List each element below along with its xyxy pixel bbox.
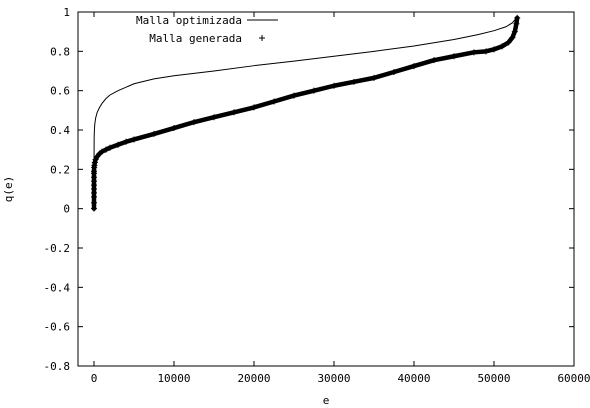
y-tick-label: 0.6 [50, 85, 70, 98]
data-point-malla-generada [191, 119, 197, 126]
y-tick-label: -0.4 [44, 281, 71, 294]
y-tick-label: 0.2 [50, 163, 70, 176]
data-point-malla-generada [251, 104, 257, 111]
data-point-malla-generada [513, 20, 520, 27]
data-point-malla-generada [123, 138, 129, 145]
y-axis-label: q(e) [2, 176, 15, 203]
data-point-malla-generada [483, 48, 489, 55]
data-point-malla-generada [151, 130, 157, 137]
y-tick-label: 0 [63, 203, 70, 216]
data-point-malla-generada [171, 125, 177, 132]
x-tick-label: 40000 [397, 372, 430, 385]
y-tick-label: 0.8 [50, 45, 70, 58]
data-point-malla-generada [99, 148, 105, 155]
data-point-malla-generada [514, 14, 521, 21]
data-point-malla-generada [231, 109, 237, 116]
data-point-malla-generada [131, 136, 137, 143]
x-axis-label: e [323, 394, 330, 407]
data-point-malla-generada [115, 141, 121, 148]
data-point-malla-generada [91, 199, 97, 206]
series-malla-generada [91, 14, 521, 212]
series-malla-generada-band [91, 15, 520, 211]
data-point-malla-generada [91, 205, 97, 212]
data-point-malla-generada [291, 92, 297, 99]
data-point-malla-generada [103, 146, 109, 153]
series-malla-optimizada-line [93, 15, 518, 168]
y-tick-label: 1 [63, 6, 70, 19]
data-point-malla-generada [509, 34, 516, 41]
data-point-malla-generada [411, 63, 417, 70]
data-point-malla-generada [471, 49, 477, 56]
data-point-malla-generada [351, 78, 357, 85]
data-point-malla-generada [107, 144, 113, 151]
data-point-malla-generada [371, 74, 377, 81]
x-tick-label: 50000 [477, 372, 510, 385]
y-tick-label: -0.2 [44, 242, 71, 255]
data-point-malla-generada [511, 28, 518, 35]
x-tick-label: 10000 [157, 372, 190, 385]
data-point-malla-generada [211, 114, 217, 121]
legend-label-optimizada: Malla optimizada [136, 14, 242, 27]
data-point-malla-generada [499, 43, 505, 50]
legend: Malla optimizada Malla generada [136, 14, 278, 45]
y-tick-label: -0.8 [44, 360, 71, 373]
data-point-malla-generada [271, 98, 277, 105]
data-point-malla-generada [311, 87, 317, 94]
data-point-malla-generada [451, 53, 457, 60]
x-tick-label: 20000 [237, 372, 270, 385]
x-tick-label: 0 [91, 372, 98, 385]
legend-marker-generada [259, 35, 265, 41]
y-tick-label: 0.4 [50, 124, 70, 137]
data-point-malla-generada [431, 57, 437, 64]
data-point-malla-generada [505, 39, 512, 46]
data-point-malla-generada [331, 82, 337, 89]
x-tick-label: 30000 [317, 372, 350, 385]
plot-area [91, 14, 521, 212]
y-tick-label: -0.6 [44, 321, 71, 334]
data-point-malla-generada [91, 159, 98, 166]
data-point-malla-generada [391, 68, 397, 75]
plot-frame [77, 11, 575, 367]
data-point-malla-generada [491, 46, 497, 53]
x-tick-label: 60000 [557, 372, 590, 385]
axis-ticks: 0 10000 20000 30000 40000 50000 60000 -0.8 -0.6 -… [44, 6, 590, 385]
legend-label-generada: Malla generada [149, 32, 242, 45]
